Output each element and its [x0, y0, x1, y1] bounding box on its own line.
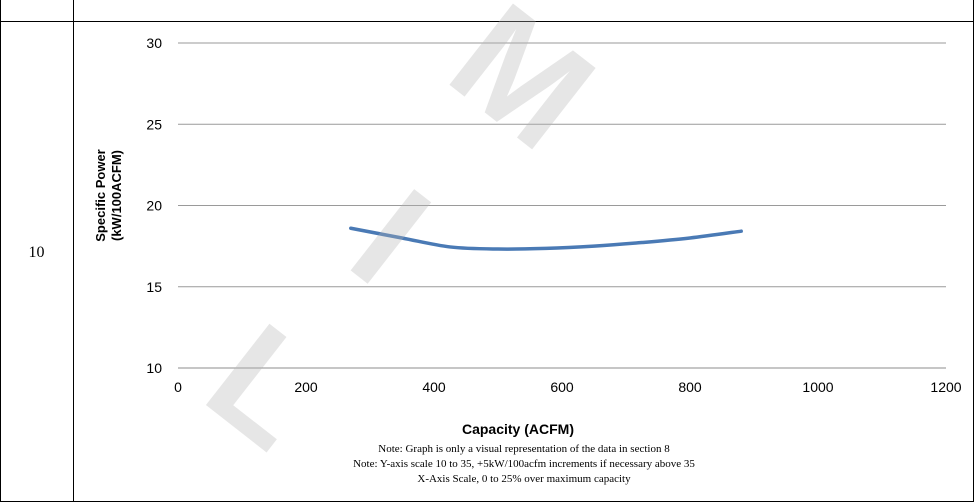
specific-power-chart: 10 15 20 25 30 0 200 400 600 800 1000 1200 Specifi… — [93, 35, 962, 437]
note-line-1: Note: Graph is only a visual representat… — [378, 443, 670, 455]
x-tick-label: 400 — [422, 379, 446, 395]
note-line-3: X-Axis Scale, 0 to 25% over maximum capa… — [417, 473, 631, 485]
y-tick-label: 30 — [146, 35, 162, 51]
x-tick-label: 600 — [550, 379, 574, 395]
y-axis-label-units: (kW/100ACFM) — [109, 150, 124, 241]
y-tick-label: 20 — [146, 198, 162, 214]
y-axis-label: Specific Power — [93, 149, 108, 241]
table-top-row — [0, 0, 974, 22]
row-number: 10 — [28, 244, 45, 261]
series-line — [349, 226, 743, 251]
x-tick-label: 800 — [678, 379, 702, 395]
y-axis-ticks: 10 15 20 25 30 — [146, 35, 162, 376]
x-tick-label: 200 — [294, 379, 318, 395]
column-divider — [73, 0, 74, 502]
x-axis-label: Capacity (ACFM) — [462, 421, 574, 437]
chart-notes: Note: Graph is only a visual representat… — [74, 442, 974, 487]
chart-gridlines — [178, 42, 946, 369]
y-tick-label: 25 — [146, 116, 162, 132]
x-tick-label: 0 — [174, 379, 182, 395]
y-tick-label: 10 — [146, 360, 162, 376]
x-tick-label: 1000 — [802, 379, 833, 395]
x-tick-label: 1200 — [930, 379, 961, 395]
note-line-2: Note: Y-axis scale 10 to 35, +5kW/100acf… — [353, 458, 695, 470]
y-tick-label: 15 — [146, 279, 162, 295]
x-axis-ticks: 0 200 400 600 800 1000 1200 — [174, 379, 962, 395]
